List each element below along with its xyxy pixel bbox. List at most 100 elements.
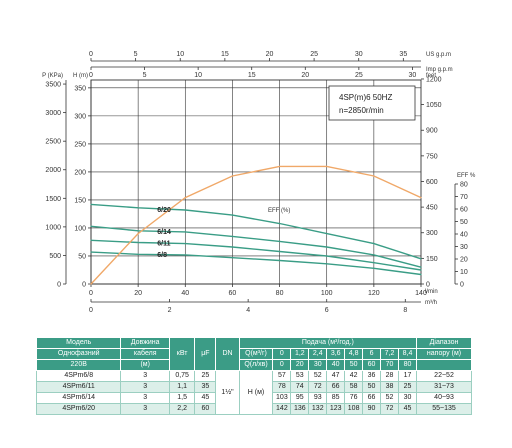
row-h: 52: [308, 370, 328, 382]
lpm-tick-label: 80: [276, 290, 284, 297]
hdr-q-m3-4: 4,8: [344, 348, 364, 360]
row-model: 4SPm6/11: [35, 381, 122, 393]
head-m-axis-tick-label: 50: [78, 253, 86, 260]
eff-tick-label: 40: [460, 232, 468, 239]
row-h: 50: [362, 381, 382, 393]
imp-gpm-axis-tick-label: 25: [355, 72, 363, 79]
spec-table: Модель Довжина кВт μF DN Подача (м³/год.…: [35, 337, 472, 415]
hdr-range: Діапазон: [416, 337, 472, 349]
row-uf: 60: [194, 403, 217, 415]
imp-gpm-axis-tick-label: 0: [89, 72, 93, 79]
kpa-axis-tick-label: 0: [57, 282, 61, 289]
chart-axes: [65, 60, 456, 303]
eff-tick-label: 50: [460, 219, 468, 226]
efficiency-point: [184, 197, 186, 199]
kpa-axis-tick-label: 2000: [45, 167, 61, 174]
efficiency-curve: [90, 165, 422, 285]
spec-table-wrap: Модель Довжина кВт μF DN Подача (м³/год.…: [35, 337, 472, 415]
efficiency-point: [137, 233, 139, 235]
row-range: 55~135: [416, 403, 472, 415]
hdr-flow: Подача (м³/год.): [238, 337, 418, 349]
kpa-axis-unit: P (KPa): [42, 73, 63, 79]
hdr-q-m3-2: 2,4: [308, 348, 328, 360]
head-point-6-11: [278, 250, 281, 253]
m3h-tick-label: 4: [246, 307, 250, 314]
efficiency-point: [231, 175, 234, 177]
imp-gpm-axis-tick-label: 15: [248, 72, 256, 79]
hdr-q-l-1: 20: [290, 359, 310, 371]
m3h-unit: m³/h: [425, 300, 437, 306]
head-point-6-11: [184, 243, 186, 245]
hdr-cable-unit: (м): [120, 359, 170, 371]
us-gpm-axis-tick-label: 0: [89, 51, 93, 58]
series-label-6-14: 6/14: [157, 229, 171, 236]
us-gpm-axis-tick-label: 20: [266, 51, 274, 58]
head-point-6-20: [373, 243, 375, 245]
header-row-2: Однофазний кабеля Q(м³/г) 0 1,2 2,4 3,6 …: [35, 348, 472, 360]
row-h: 76: [344, 392, 364, 404]
row-h: 90: [362, 403, 382, 415]
head-m-axis-tick-label: 250: [74, 141, 86, 148]
row-model: 4SPm6/14: [35, 392, 122, 404]
head-point-6-14: [137, 230, 139, 232]
eff-tick-label: 80: [460, 182, 468, 189]
hdr-q-l-0: 0: [272, 359, 292, 371]
lpm-tick-label: 40: [181, 290, 189, 297]
efficiency-point: [90, 283, 92, 285]
us-gpm-axis-unit: US g.p.m: [426, 52, 451, 58]
eff-tick-label: 20: [460, 257, 468, 264]
row-h: 142: [272, 403, 292, 415]
row-uf: 25: [194, 370, 217, 382]
head-point-6-11: [137, 241, 139, 244]
row-kw: 0,75: [168, 370, 196, 382]
head-point-6-8: [231, 257, 234, 259]
row-h: 25: [397, 381, 418, 393]
head-m-axis-tick-label: 0: [82, 282, 86, 289]
feet-tick-label: 750: [426, 153, 438, 160]
head-point-6-8: [373, 267, 375, 269]
feet-unit: feet: [426, 73, 436, 79]
head-point-6-20: [137, 207, 139, 209]
h-label: H (м): [238, 370, 274, 415]
m3h-tick-label: 8: [403, 307, 407, 314]
row-kw: 1,1: [168, 381, 196, 393]
lpm-tick-label: 140: [415, 290, 427, 297]
us-gpm-axis-tick-label: 15: [221, 51, 229, 58]
row-h: 30: [397, 392, 418, 404]
speed-label: n=2850r/min: [339, 106, 384, 115]
us-gpm-axis-tick-label: 30: [355, 51, 363, 58]
row-h: 78: [272, 381, 292, 393]
lpm-tick-label: 0: [89, 290, 93, 297]
hdr-q-l-4: 50: [344, 359, 364, 371]
row-range: 40~93: [416, 392, 472, 404]
model-info-box: 4SP(m)6 50HZ n=2850r/min: [328, 85, 416, 121]
head-curve-6-20: [90, 203, 422, 260]
row-h: 85: [326, 392, 346, 404]
lpm-tick-label: 60: [229, 290, 237, 297]
hdr-q-m3-3: 3,6: [326, 348, 346, 360]
head-point-6-8: [326, 263, 328, 265]
head-point-6-14: [326, 246, 328, 248]
lpm-tick-label: 120: [368, 290, 380, 297]
row-h: 36: [362, 370, 382, 382]
head-m-axis-tick-label: 300: [74, 113, 86, 120]
row-h: 95: [290, 392, 310, 404]
head-m-axis-tick-label: 350: [74, 85, 86, 92]
hdr-voltage: 220В: [35, 359, 122, 371]
kpa-axis-tick-label: 3500: [45, 82, 61, 89]
row-model: 4SPm6/20: [35, 403, 122, 415]
us-gpm-axis-tick-label: 5: [134, 51, 138, 58]
feet-tick-label: 300: [426, 230, 438, 237]
head-m-axis-tick-label: 100: [74, 225, 86, 232]
head-point-6-20: [90, 203, 92, 206]
row-cable: 3: [120, 403, 170, 415]
row-cable: 3: [120, 381, 170, 393]
row-h: 72: [380, 403, 399, 415]
efficiency-point: [326, 165, 328, 167]
us-gpm-axis-tick-label: 35: [399, 51, 407, 58]
row-h: 74: [290, 381, 310, 393]
row-h: 53: [290, 370, 310, 382]
imp-gpm-axis-tick-label: 10: [194, 72, 202, 79]
hdr-model: Модель: [35, 337, 122, 349]
row-h: 136: [290, 403, 310, 415]
